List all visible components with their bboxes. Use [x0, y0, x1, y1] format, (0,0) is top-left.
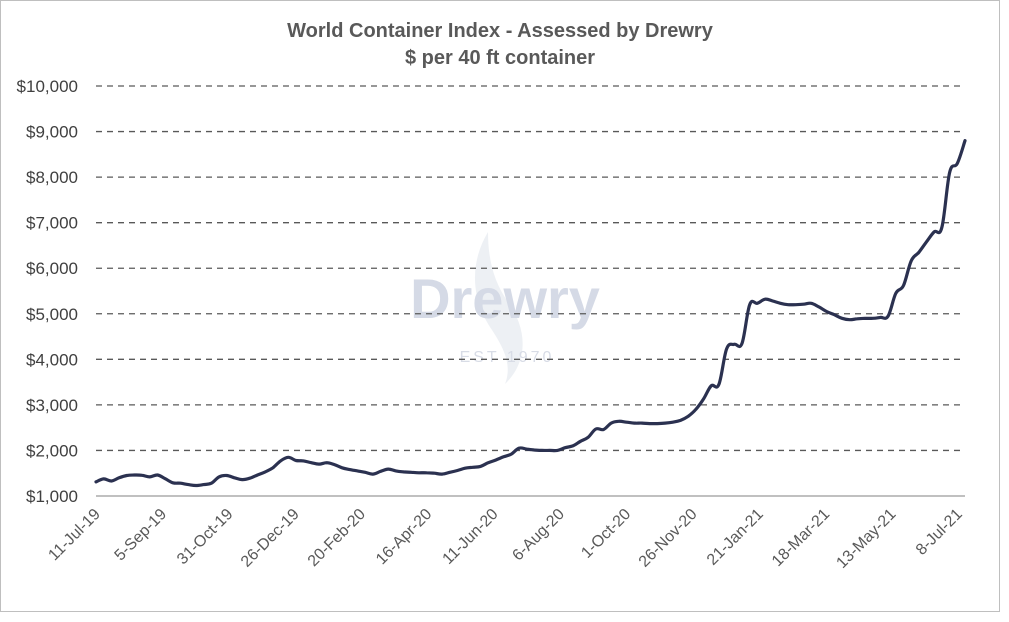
x-tick-label: 21-Jan-21 [704, 506, 767, 569]
y-tick-label: $6,000 [26, 259, 78, 278]
x-tick-label: 18-Mar-21 [769, 506, 833, 570]
x-tick-label: 26-Nov-20 [636, 506, 701, 571]
y-tick-label: $10,000 [17, 77, 78, 96]
y-tick-label: $4,000 [26, 350, 78, 369]
x-tick-label: 20-Feb-20 [305, 506, 369, 570]
x-tick-label: 6-Aug-20 [509, 506, 568, 565]
x-tick-label: 26-Dec-19 [238, 506, 303, 571]
x-tick-label: 13-May-21 [833, 506, 899, 572]
chart-title: World Container Index - Assessed by Drew… [287, 20, 714, 42]
series-line [94, 139, 967, 488]
watermark: Drewry EST 1970 [410, 232, 600, 384]
y-tick-label: $2,000 [26, 441, 78, 460]
gridlines [96, 85, 965, 497]
y-tick-label: $7,000 [26, 214, 78, 233]
x-tick-label: 11-Jun-20 [440, 506, 502, 568]
x-tick-label: 16-Apr-20 [373, 506, 435, 568]
y-tick-label: $5,000 [26, 305, 78, 324]
y-tick-label: $9,000 [26, 123, 78, 142]
y-tick-label: $8,000 [26, 168, 78, 187]
x-tick-label: 1-Oct-20 [578, 506, 634, 562]
y-tick-label: $1,000 [26, 487, 78, 506]
x-axis-ticks: 11-Jul-19 5-Sep-19 31-Oct-19 26-Dec-19 20-Fe… [45, 506, 965, 572]
y-axis-ticks: $1,000 $2,000 $3,000 $4,000 $5,000 $6,000 $7,0… [17, 77, 78, 506]
watermark-est: EST 1970 [460, 349, 555, 366]
y-tick-label: $3,000 [26, 396, 78, 415]
series-layer [94, 139, 967, 488]
x-tick-label: 11-Jul-19 [45, 506, 103, 564]
x-tick-label: 31-Oct-19 [174, 506, 236, 568]
x-tick-label: 5-Sep-19 [112, 506, 171, 565]
x-tick-label: 8-Jul-21 [913, 506, 966, 559]
watermark-flame-icon [474, 232, 523, 384]
watermark-brand: Drewry [410, 267, 600, 330]
chart-subtitle: $ per 40 ft container [405, 47, 595, 69]
